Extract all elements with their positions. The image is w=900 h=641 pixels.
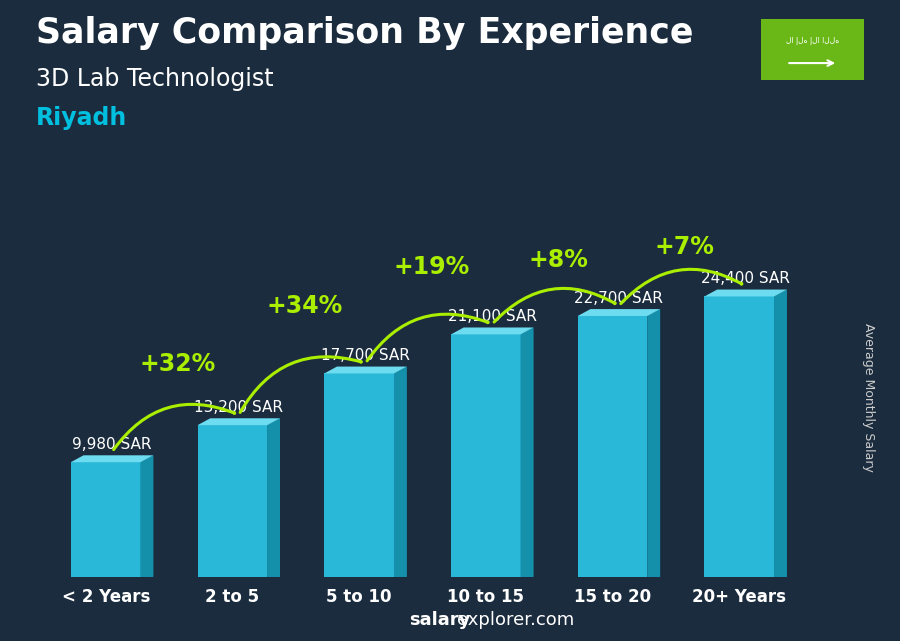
Text: 22,700 SAR: 22,700 SAR	[574, 290, 663, 306]
Polygon shape	[647, 309, 660, 577]
Polygon shape	[71, 455, 153, 462]
Polygon shape	[394, 367, 407, 577]
Polygon shape	[451, 335, 521, 577]
Text: 9,980 SAR: 9,980 SAR	[72, 437, 152, 452]
Text: Riyadh: Riyadh	[36, 106, 127, 129]
Text: +19%: +19%	[393, 255, 470, 279]
FancyArrowPatch shape	[113, 404, 235, 449]
Text: 17,700 SAR: 17,700 SAR	[321, 348, 410, 363]
Text: Average Monthly Salary: Average Monthly Salary	[862, 323, 875, 472]
Polygon shape	[394, 367, 407, 577]
Polygon shape	[521, 328, 534, 577]
Polygon shape	[647, 309, 660, 577]
Polygon shape	[198, 425, 267, 577]
Polygon shape	[578, 309, 660, 316]
Polygon shape	[267, 419, 280, 577]
Polygon shape	[705, 290, 787, 296]
FancyArrowPatch shape	[621, 269, 742, 304]
Polygon shape	[324, 367, 407, 374]
Polygon shape	[451, 328, 534, 335]
FancyArrowPatch shape	[240, 357, 361, 412]
Text: +8%: +8%	[528, 248, 588, 272]
Text: 21,100 SAR: 21,100 SAR	[448, 309, 536, 324]
Polygon shape	[71, 462, 140, 577]
Polygon shape	[521, 328, 534, 577]
Text: 3D Lab Technologist: 3D Lab Technologist	[36, 67, 274, 91]
Polygon shape	[774, 290, 787, 577]
Polygon shape	[578, 316, 647, 577]
Text: 24,400 SAR: 24,400 SAR	[701, 271, 790, 286]
Polygon shape	[774, 290, 787, 577]
Text: 13,200 SAR: 13,200 SAR	[194, 400, 284, 415]
Polygon shape	[324, 374, 394, 577]
Polygon shape	[140, 455, 153, 577]
Text: explorer.com: explorer.com	[457, 612, 574, 629]
Text: Salary Comparison By Experience: Salary Comparison By Experience	[36, 16, 693, 50]
Polygon shape	[198, 419, 280, 425]
Text: +32%: +32%	[140, 352, 216, 376]
Polygon shape	[705, 296, 774, 577]
Polygon shape	[140, 455, 153, 577]
Text: +34%: +34%	[266, 294, 343, 319]
Text: +7%: +7%	[655, 235, 715, 258]
Polygon shape	[267, 419, 280, 577]
FancyArrowPatch shape	[494, 288, 615, 322]
Text: لا إله إلا الله: لا إله إلا الله	[786, 36, 839, 45]
Text: salary: salary	[410, 612, 471, 629]
FancyArrowPatch shape	[367, 314, 488, 361]
